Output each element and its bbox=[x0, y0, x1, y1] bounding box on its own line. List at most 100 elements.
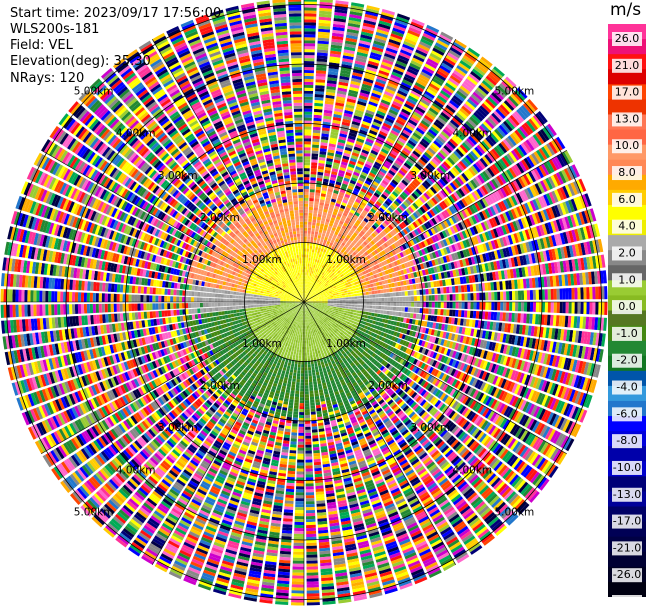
ppi-cell bbox=[413, 296, 417, 301]
ppi-cell bbox=[304, 197, 309, 201]
ppi-cell bbox=[544, 302, 548, 313]
ppi-cell bbox=[562, 288, 566, 300]
ppi-cell bbox=[314, 100, 324, 104]
ppi-cell bbox=[383, 289, 387, 293]
ppi-cell bbox=[304, 144, 311, 148]
ppi-cell bbox=[440, 287, 444, 294]
ppi-cell bbox=[401, 307, 405, 312]
ppi-cell bbox=[305, 263, 308, 267]
ppi-cell bbox=[371, 290, 375, 295]
ppi-cell bbox=[313, 126, 321, 131]
ppi-cell bbox=[368, 312, 372, 316]
ppi-cell bbox=[350, 8, 364, 14]
ppi-cell bbox=[304, 78, 314, 83]
ppi-cell bbox=[342, 306, 346, 309]
ppi-cell bbox=[304, 185, 309, 190]
ppi-cell bbox=[349, 286, 353, 290]
ppi-cell bbox=[334, 153, 342, 158]
ppi-cell bbox=[485, 292, 489, 301]
ppi-cell bbox=[324, 100, 334, 105]
ppi-cell bbox=[304, 263, 306, 267]
ppi-cell bbox=[318, 162, 325, 167]
ppi-cell bbox=[452, 309, 456, 317]
ppi-cell bbox=[330, 298, 334, 301]
ppi-cell bbox=[305, 266, 308, 270]
ppi-cell bbox=[360, 298, 364, 302]
ppi-cell bbox=[342, 295, 346, 298]
ppi-cell bbox=[463, 284, 468, 293]
ppi-cell bbox=[323, 208, 328, 213]
ppi-cell bbox=[577, 302, 581, 314]
ppi-cell bbox=[529, 290, 534, 300]
ppi-cell bbox=[305, 284, 307, 288]
ppi-cell bbox=[320, 139, 329, 144]
ppi-cell bbox=[336, 307, 340, 310]
ppi-cell bbox=[308, 212, 313, 217]
ppi-cell bbox=[506, 291, 510, 301]
ppi-cell bbox=[398, 312, 402, 317]
ppi-cell bbox=[338, 84, 348, 90]
ppi-cell bbox=[321, 136, 329, 141]
ppi-cell bbox=[307, 224, 312, 228]
ppi-cell bbox=[335, 308, 339, 311]
ppi-cell bbox=[344, 310, 348, 314]
ppi-cell bbox=[431, 295, 435, 301]
ppi-cell bbox=[311, 225, 316, 229]
ppi-cell bbox=[336, 144, 345, 150]
ppi-cell bbox=[317, 174, 323, 179]
ppi-cell bbox=[314, 102, 323, 107]
ppi-cell bbox=[390, 297, 394, 302]
ppi-cell bbox=[328, 143, 336, 148]
ppi-cell bbox=[304, 182, 310, 187]
ppi-cell bbox=[401, 291, 405, 296]
ppi-cell bbox=[378, 293, 382, 298]
ppi-cell bbox=[411, 302, 415, 307]
ppi-cell bbox=[343, 312, 348, 316]
ppi-cell bbox=[319, 151, 327, 155]
ppi-cell bbox=[304, 296, 306, 300]
ppi-cell bbox=[337, 87, 348, 93]
ppi-cell bbox=[304, 248, 307, 252]
ppi-cell bbox=[416, 302, 421, 307]
ppi-cell bbox=[307, 236, 311, 240]
ppi-cell bbox=[571, 287, 575, 300]
ppi-cell bbox=[307, 230, 311, 234]
ppi-cell bbox=[326, 83, 337, 88]
ppi-cell bbox=[496, 312, 501, 321]
ppi-cell bbox=[315, 186, 322, 191]
ppi-cell bbox=[340, 66, 352, 72]
ppi-cell bbox=[307, 284, 309, 288]
ppi-cell bbox=[318, 19, 331, 24]
ppi-cell bbox=[428, 302, 432, 308]
ppi-cell bbox=[304, 99, 313, 103]
ppi-cell bbox=[565, 302, 569, 314]
ppi-cell bbox=[341, 310, 345, 313]
ppi-cell bbox=[349, 14, 362, 20]
ppi-cell bbox=[305, 275, 307, 279]
ppi-cell bbox=[318, 13, 332, 18]
ppi-cell bbox=[315, 85, 325, 89]
ppi-cell bbox=[409, 313, 414, 319]
ppi-cell bbox=[317, 213, 322, 218]
ppi-cell bbox=[404, 291, 408, 296]
ppi-cell bbox=[338, 309, 342, 312]
ppi-cell bbox=[309, 263, 312, 267]
ppi-cell bbox=[317, 216, 322, 221]
ppi-cell bbox=[326, 155, 334, 160]
ppi-cell bbox=[304, 93, 313, 97]
ppi-cell bbox=[347, 309, 351, 312]
ppi-cell bbox=[329, 56, 341, 61]
ppi-cell bbox=[304, 281, 306, 285]
ppi-cell bbox=[333, 303, 337, 306]
ppi-cell bbox=[389, 311, 393, 316]
ppi-cell bbox=[313, 210, 318, 214]
ppi-cell bbox=[304, 150, 311, 154]
ppi-cell bbox=[350, 309, 354, 312]
ppi-cell bbox=[335, 3, 349, 8]
ppi-cell bbox=[304, 37, 316, 41]
ppi-cell bbox=[351, 304, 355, 307]
ppi-cell bbox=[443, 309, 447, 316]
ppi-cell bbox=[331, 171, 338, 176]
ppi-cell bbox=[304, 60, 315, 65]
ppi-cell bbox=[544, 289, 548, 300]
